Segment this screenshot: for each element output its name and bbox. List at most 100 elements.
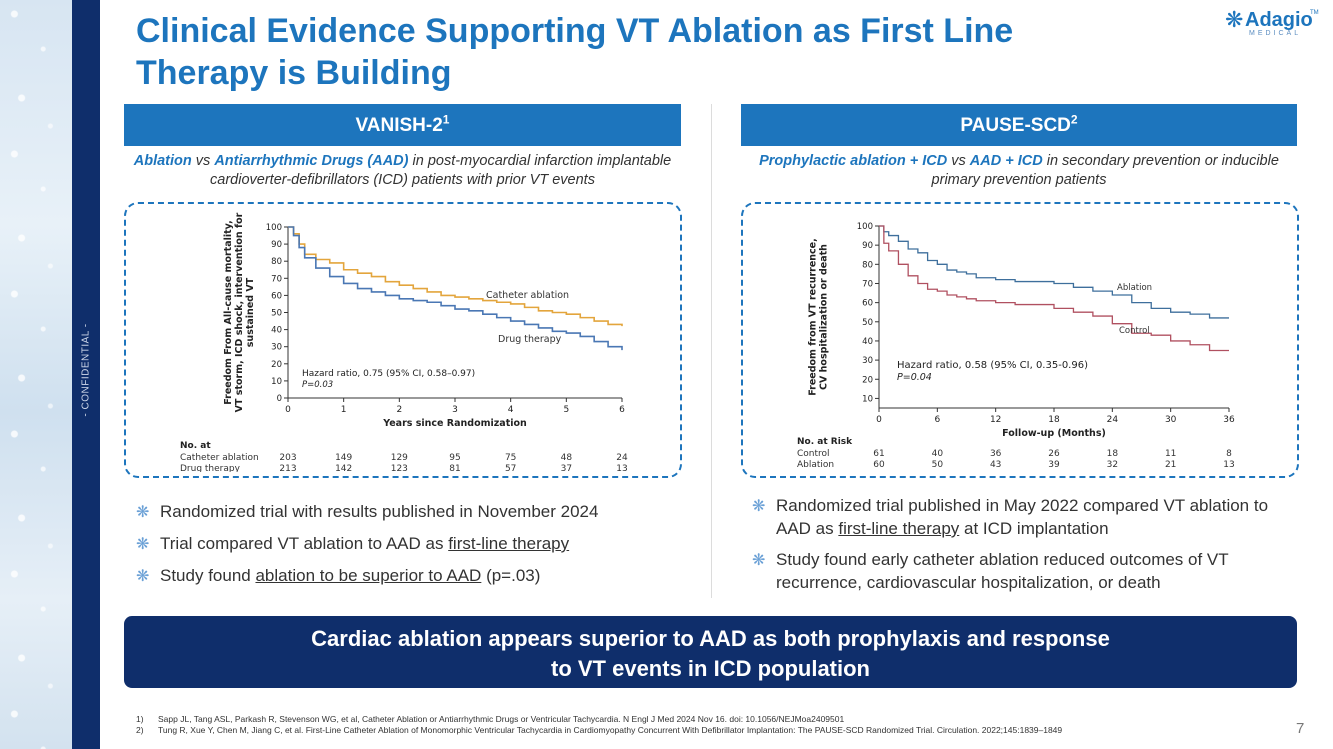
pause-subtitle-em1: Prophylactic ablation + ICD	[759, 153, 948, 169]
risk-value: 26	[1048, 449, 1060, 459]
confidential-label: - CONFIDENTIAL -	[80, 323, 92, 417]
snowflake-bullet-icon: ❋	[752, 498, 766, 515]
y-tick-label: 60	[862, 299, 873, 309]
y-axis-label: CV hospitalization or death	[819, 244, 830, 390]
pause-chart: 0 6 12 18 24 30 36102030405060708090100Follow-…	[797, 222, 1235, 470]
x-tick-label: 2	[396, 405, 402, 415]
references: 1) Sapp JL, Tang ASL, Parkash R, Stevenso…	[136, 714, 1062, 736]
series-label: Control	[1119, 326, 1150, 336]
side-bar	[72, 0, 100, 749]
risk-value: 13	[616, 464, 627, 472]
vanish2-bullets: ❋ Randomized trial with results published…	[136, 500, 696, 587]
pause-subtitle-rest: in secondary prevention or inducible pri…	[931, 153, 1279, 188]
vanish2-subtitle-em2: Antiarrhythmic Drugs (AAD)	[214, 153, 409, 169]
x-tick-label: 3	[452, 405, 458, 415]
vanish2-header-sup: 1	[442, 112, 450, 127]
column-divider	[711, 104, 712, 598]
x-tick-label: 12	[990, 415, 1001, 425]
series-line-catheter-ablation	[288, 226, 623, 327]
snowflake-bullet-icon: ❋	[752, 552, 766, 569]
series-line-ablation	[879, 225, 1229, 319]
hazard-ratio-annotation: Hazard ratio, 0.58 (95% CI, 0.35-0.96)	[897, 360, 1088, 371]
bullet-item: ❋ Randomized trial with results published…	[136, 500, 696, 523]
y-tick-label: 90	[862, 241, 873, 251]
snowflake-bullet-icon: ❋	[136, 504, 150, 521]
reference-text: Tung R, Xue Y, Chen M, Jiang C, et al. F…	[158, 725, 1063, 735]
pause-subtitle: Prophylactic ablation + ICD vs AAD + ICD…	[741, 152, 1297, 190]
bullet-text: Study found	[160, 566, 256, 585]
vanish2-subtitle-rest: in post-myocardial infarction implantabl…	[210, 153, 672, 188]
logo-tm: TM	[1310, 10, 1319, 16]
y-tick-label: 80	[862, 260, 873, 270]
series-label: Drug therapy	[498, 334, 562, 345]
page-title: Clinical Evidence Supporting VT Ablation…	[136, 10, 1196, 94]
pause-chart-box: 0 6 12 18 24 30 36 10 20 30 40 50 60 70 80 90 100 Follow-…	[741, 202, 1299, 478]
reference-item: 1) Sapp JL, Tang ASL, Parkash R, Stevenso…	[136, 714, 1062, 725]
bullet-text: Randomized trial published in May 2022 c…	[776, 496, 1269, 538]
risk-value: 60	[873, 460, 885, 470]
x-tick-label: 30	[1165, 415, 1177, 425]
reference-number: 1)	[136, 714, 144, 724]
risk-row-label: Catheter ablation	[180, 453, 259, 463]
risk-value: 75	[505, 453, 516, 463]
x-tick-label: 6	[619, 405, 625, 415]
reference-number: 2)	[136, 725, 144, 735]
x-tick-label: 18	[1048, 415, 1060, 425]
snowflake-bullet-icon: ❋	[136, 568, 150, 585]
bullet-underline: first-line therapy	[448, 534, 570, 553]
x-tick-label: 0	[285, 405, 291, 415]
bullet-text-post: at ICD implantation	[959, 519, 1109, 538]
pause-bullets: ❋ Randomized trial published in May 2022 …	[752, 494, 1292, 594]
y-tick-label: 40	[862, 337, 873, 347]
x-axis-label: Years since Randomization	[382, 418, 527, 429]
y-axis-label: Freedom From All-cause mortality,	[223, 220, 234, 405]
risk-value: 213	[279, 464, 296, 472]
y-tick-label: 10	[271, 377, 282, 387]
title-line-2: Therapy is Building	[136, 54, 452, 92]
adagio-logo: ❋ Adagio TM MEDICAL	[1225, 8, 1320, 40]
bullet-item: ❋ Randomized trial published in May 2022 …	[752, 494, 1292, 540]
risk-value: 57	[505, 464, 516, 472]
risk-row-label: Drug therapy	[180, 464, 241, 472]
risk-value: 39	[1048, 460, 1060, 470]
y-tick-label: 0	[277, 394, 282, 404]
x-tick-label: 6	[934, 415, 940, 425]
risk-value: 129	[391, 453, 408, 463]
bullet-item: ❋ Study found early catheter ablation red…	[752, 548, 1292, 594]
x-axis-label: Follow-up (Months)	[1002, 428, 1106, 439]
risk-value: 149	[335, 453, 352, 463]
risk-table-title: No. at Risk	[797, 437, 853, 447]
x-tick-label: 5	[563, 405, 569, 415]
y-tick-label: 20	[271, 360, 282, 370]
y-tick-label: 70	[862, 279, 873, 289]
series-line-drug-therapy	[288, 226, 623, 351]
risk-value: 95	[449, 453, 460, 463]
y-tick-label: 70	[271, 274, 282, 284]
reference-item: 2) Tung R, Xue Y, Chen M, Jiang C, et al.…	[136, 725, 1062, 736]
risk-value: 37	[561, 464, 572, 472]
y-tick-label: 10	[862, 394, 873, 404]
risk-value: 18	[1107, 449, 1119, 459]
risk-value: 40	[932, 449, 944, 459]
y-tick-label: 50	[862, 318, 873, 328]
risk-value: 142	[335, 464, 352, 472]
y-tick-label: 50	[271, 309, 282, 319]
y-tick-label: 30	[271, 343, 282, 353]
vanish2-subtitle: Ablation vs Antiarrhythmic Drugs (AAD) i…	[124, 152, 681, 190]
hazard-ratio-annotation: Hazard ratio, 0.75 (95% CI, 0.58–0.97)	[302, 369, 475, 379]
y-axis-label: VT storm, ICD shock, intervention for	[234, 212, 245, 412]
risk-value: 61	[873, 449, 884, 459]
y-tick-label: 40	[271, 326, 282, 336]
frost-background	[0, 0, 72, 749]
x-tick-label: 4	[508, 405, 514, 415]
bullet-underline: first-line therapy	[838, 519, 960, 538]
y-tick-label: 90	[271, 240, 282, 250]
risk-value: 203	[279, 453, 296, 463]
reference-text: Sapp JL, Tang ASL, Parkash R, Stevenson …	[158, 714, 845, 724]
vanish2-chart-box: 0 1 2 3 4 5 6 0 10 20 30 40 50 60 70 80 90 100 Years since…	[124, 202, 682, 478]
bullet-text: Trial compared VT ablation to AAD as	[160, 534, 449, 553]
risk-value: 24	[616, 453, 628, 463]
snowflake-icon: ❋	[1225, 7, 1244, 32]
banner-line-1: Cardiac ablation appears superior to AAD…	[311, 626, 1110, 651]
